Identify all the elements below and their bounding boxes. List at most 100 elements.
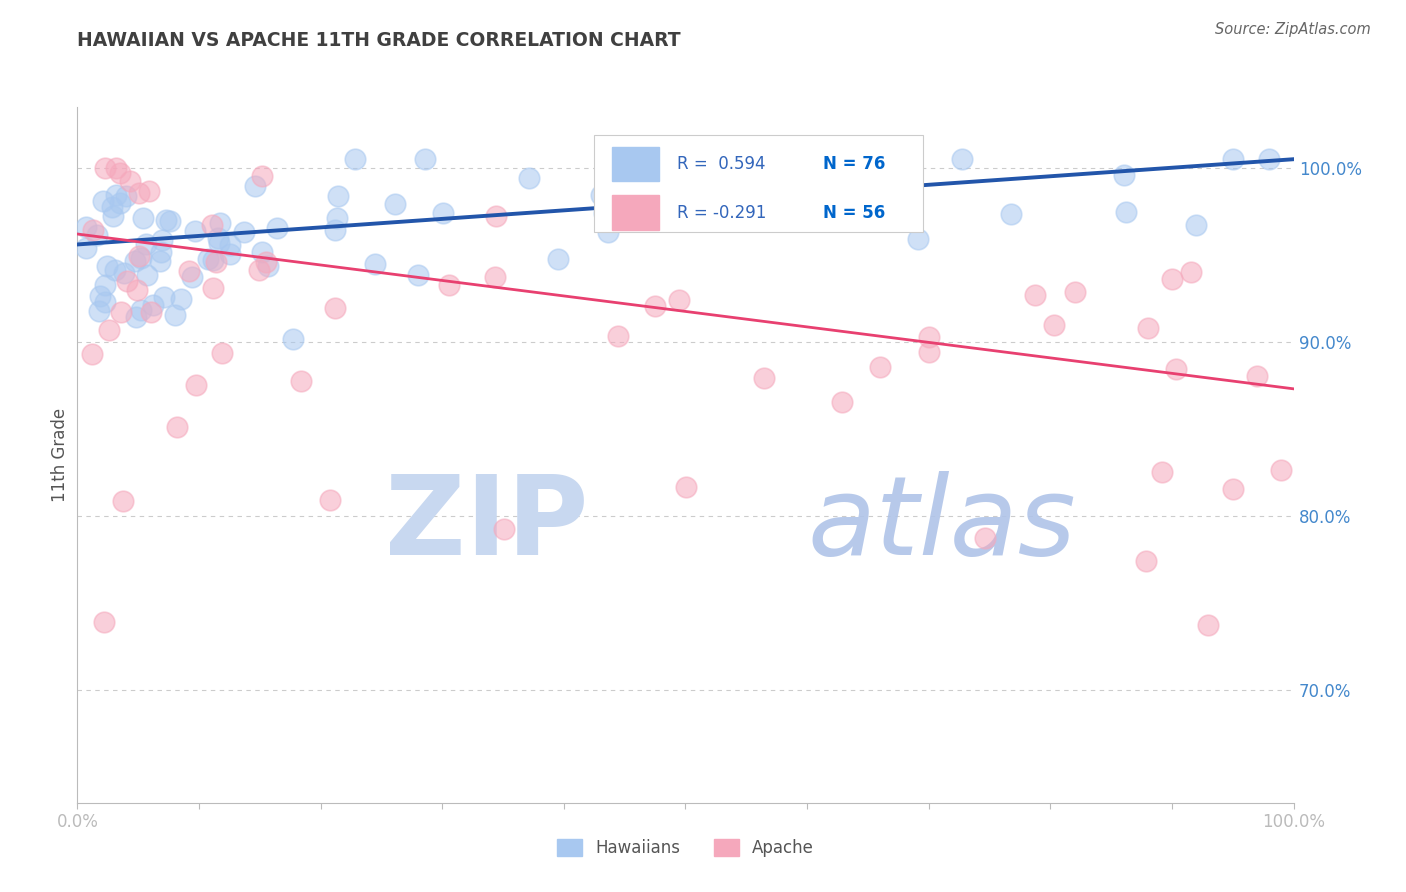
Point: [1112, 168, 1135, 182]
Point: [153, 290, 176, 304]
Point: [644, 299, 666, 313]
Point: [1161, 271, 1184, 285]
Point: [1185, 218, 1208, 232]
Point: [82, 347, 104, 361]
Point: [630, 201, 652, 215]
Point: [250, 169, 273, 183]
Point: [593, 205, 616, 219]
Point: [384, 196, 406, 211]
Point: [323, 301, 346, 315]
Point: [344, 152, 367, 166]
Point: [86, 227, 108, 242]
Point: [129, 302, 152, 317]
Point: [128, 249, 150, 263]
Text: HAWAIIAN VS APACHE 11TH GRADE CORRELATION CHART: HAWAIIAN VS APACHE 11TH GRADE CORRELATIO…: [77, 31, 681, 50]
Point: [1063, 285, 1085, 299]
Point: [166, 419, 188, 434]
Point: [319, 493, 342, 508]
Point: [243, 178, 266, 193]
Point: [94, 277, 117, 292]
Point: [1115, 204, 1137, 219]
Text: R =  0.594: R = 0.594: [676, 155, 765, 173]
Point: [136, 268, 159, 283]
Point: [918, 345, 941, 359]
Point: [112, 266, 135, 280]
Point: [115, 188, 138, 202]
Point: [290, 374, 312, 388]
Point: [87, 304, 110, 318]
Point: [184, 224, 207, 238]
Point: [141, 305, 163, 319]
Point: [184, 377, 207, 392]
Point: [101, 209, 124, 223]
Point: [117, 274, 139, 288]
Point: [197, 252, 219, 266]
Point: [108, 196, 131, 211]
Point: [494, 522, 516, 536]
Point: [1222, 483, 1244, 497]
Point: [247, 263, 270, 277]
Text: R = -0.291: R = -0.291: [676, 203, 766, 222]
Bar: [613, 146, 658, 181]
Point: [104, 188, 127, 202]
Point: [869, 359, 891, 374]
Text: ZIP: ZIP: [385, 471, 588, 578]
Point: [127, 283, 149, 297]
Point: [547, 252, 569, 267]
Point: [110, 166, 132, 180]
Point: [707, 169, 730, 183]
Point: [413, 152, 436, 166]
Text: Source: ZipAtlas.com: Source: ZipAtlas.com: [1215, 22, 1371, 37]
Point: [1197, 617, 1219, 632]
Point: [110, 304, 132, 318]
Point: [208, 216, 231, 230]
Point: [364, 256, 387, 270]
Point: [1180, 265, 1202, 279]
Point: [326, 211, 349, 226]
Point: [685, 186, 707, 201]
Point: [104, 263, 127, 277]
Point: [1135, 554, 1157, 568]
Point: [89, 289, 111, 303]
Point: [94, 161, 117, 175]
Point: [517, 171, 540, 186]
Point: [281, 332, 304, 346]
Point: [1024, 287, 1046, 301]
Point: [484, 209, 506, 223]
Point: [124, 254, 146, 268]
Point: [897, 161, 920, 176]
Point: [484, 270, 506, 285]
Point: [91, 194, 114, 208]
Point: [135, 236, 157, 251]
Point: [177, 264, 200, 278]
Point: [1222, 152, 1244, 166]
Bar: [613, 195, 658, 230]
Text: atlas: atlas: [807, 471, 1076, 578]
Legend: Hawaiians, Apache: Hawaiians, Apache: [550, 832, 821, 864]
Point: [125, 310, 148, 325]
Point: [233, 225, 256, 239]
Point: [219, 238, 242, 252]
Point: [326, 189, 349, 203]
Point: [201, 219, 224, 233]
Point: [254, 255, 277, 269]
Point: [1270, 462, 1292, 476]
Point: [907, 232, 929, 246]
Point: [406, 268, 429, 282]
Point: [793, 167, 815, 181]
Point: [1164, 362, 1187, 376]
Point: [118, 174, 141, 188]
Point: [918, 330, 941, 344]
Point: [129, 252, 152, 266]
Point: [974, 531, 997, 545]
Point: [155, 213, 177, 227]
Point: [138, 184, 160, 198]
Point: [668, 293, 690, 307]
Point: [250, 244, 273, 259]
Point: [75, 241, 97, 255]
Point: [1150, 466, 1173, 480]
Point: [93, 615, 115, 629]
Point: [218, 246, 240, 260]
Point: [159, 213, 181, 227]
Point: [606, 328, 628, 343]
